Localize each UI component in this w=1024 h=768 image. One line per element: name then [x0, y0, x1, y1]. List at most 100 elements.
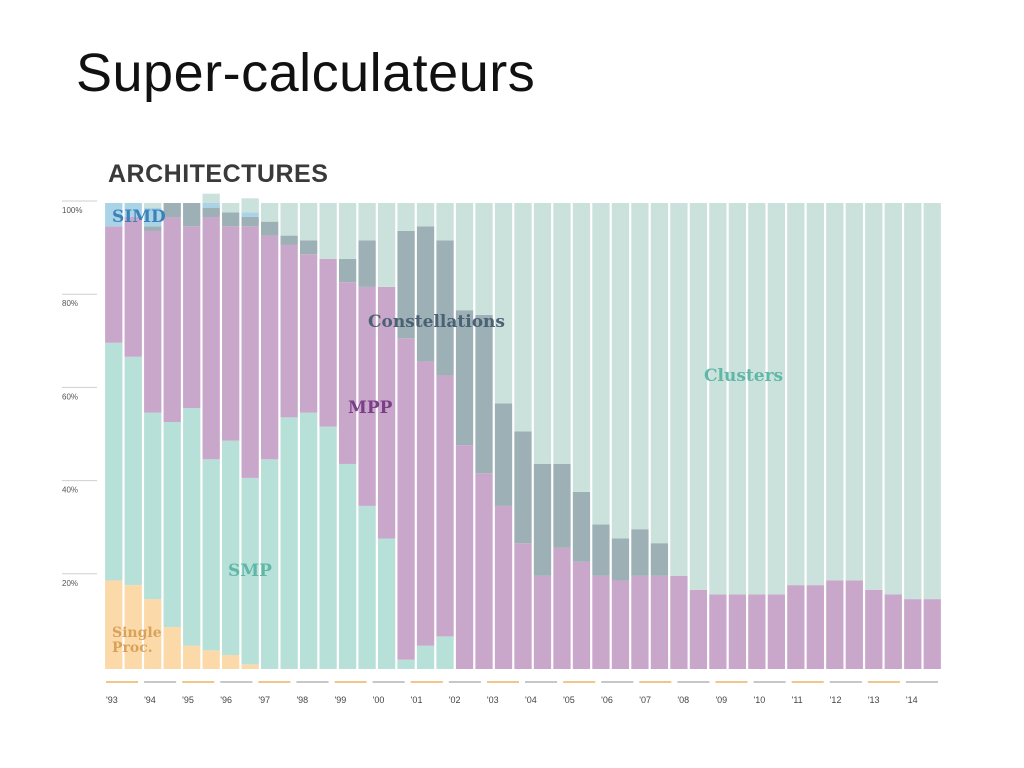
bar-segment-constellations	[416, 226, 435, 362]
x-tick-label: '12	[830, 695, 842, 705]
bar-segment-clusters	[884, 203, 902, 595]
bar-segment-mpp	[397, 338, 415, 660]
bar-segment-mpp	[748, 594, 766, 669]
bar-segment-single-proc-	[163, 627, 181, 669]
bar-segment-mpp	[436, 375, 454, 637]
bar-segment-clusters	[709, 203, 727, 595]
x-tick-label: '06	[601, 695, 613, 705]
bar-segment-clusters	[845, 203, 863, 581]
bar-segment-mpp	[416, 361, 435, 646]
x-tick-label: '94	[144, 695, 156, 705]
bar-segment-smp	[144, 412, 162, 600]
bar-segment-mpp	[475, 473, 493, 669]
bar-segment-smp	[124, 356, 142, 586]
bar-segment-mpp	[183, 226, 201, 409]
bar-segment-constellations	[338, 258, 357, 283]
bar-segment-mpp	[767, 594, 785, 669]
bar-segment-clusters	[923, 203, 941, 600]
stacked-bars	[105, 193, 941, 669]
series-labels: Single Proc. SMP MPP Constellations SIMD Clust…	[112, 207, 783, 656]
series-label-simd: SIMD	[112, 207, 166, 227]
bar-segment-clusters	[572, 203, 591, 492]
x-tick-label: '07	[639, 695, 651, 705]
bar-segment-mpp	[884, 594, 902, 669]
bar-segment-smp	[183, 408, 201, 646]
bar-segment-constellations	[455, 310, 474, 446]
x-tick-label: '95	[182, 695, 194, 705]
bar-segment-smp	[358, 505, 376, 669]
x-tick-label: '98	[296, 695, 308, 705]
x-tick-label: '01	[411, 695, 423, 705]
bar-segment-constellations	[611, 538, 630, 581]
bar-segment-clusters	[904, 203, 922, 600]
bar-segment-constellations	[280, 235, 298, 245]
x-tick-label: '03	[487, 695, 499, 705]
bar-segment-clusters	[358, 203, 376, 241]
bar-segment-clusters	[280, 203, 298, 236]
bar-segment-constellations	[494, 403, 513, 506]
bar-segment-smp	[241, 477, 259, 665]
bar-segment-mpp	[319, 258, 337, 427]
bar-segment-mpp	[144, 230, 162, 413]
bar-segment-constellations	[572, 491, 591, 562]
bar-segment-mpp	[787, 585, 805, 669]
bar-segment-constellations	[358, 240, 376, 287]
series-label-smp: SMP	[228, 561, 272, 581]
bar-segment-mpp	[358, 286, 376, 506]
bar-segment-single-proc-	[222, 655, 240, 669]
bar-segment-clusters	[144, 203, 162, 208]
x-tick-label: '99	[335, 695, 347, 705]
y-axis: 100% 80% 60% 40% 20%	[62, 200, 97, 588]
bar-segment-clusters	[631, 203, 649, 530]
bar-segment-mpp	[611, 580, 630, 669]
bar-segment-mpp	[923, 599, 941, 669]
bar-segment-clusters	[592, 203, 610, 525]
bar-segment-mpp	[533, 575, 552, 669]
y-tick-label: 60%	[62, 392, 78, 401]
x-tick-label: '00	[373, 695, 385, 705]
bar-segment-simd	[124, 203, 142, 217]
bar-segment-mpp	[553, 547, 571, 669]
bar-segment-mpp	[631, 575, 649, 669]
bar-segment-clusters	[299, 203, 318, 241]
x-axis: '93 '94 '95 '96 '97 '98 '99 '00 '01 '02 '03 '04 '05 '…	[106, 681, 938, 705]
x-tick-label: '96	[220, 695, 232, 705]
bar-segment-mpp	[709, 594, 727, 669]
bar-segment-constellations	[222, 212, 240, 227]
x-tick-label: '93	[106, 695, 118, 705]
bar-segment-single-proc-	[144, 599, 162, 669]
bar-segment-mpp	[105, 226, 123, 343]
bar-segment-clusters	[670, 203, 688, 576]
bar-segment-mpp	[689, 589, 708, 669]
bar-segment-mpp	[261, 235, 279, 460]
bar-segment-smp	[105, 342, 123, 581]
bar-segment-mpp	[728, 594, 747, 669]
bar-segment-mpp	[904, 599, 922, 669]
bar-segment-mpp	[494, 505, 513, 669]
bar-segment-clusters	[222, 203, 240, 213]
bar-segment-clusters	[533, 203, 552, 464]
bar-segment-clusters	[455, 203, 474, 311]
bar-segment-mpp	[650, 575, 669, 669]
series-label-mpp: MPP	[348, 398, 393, 418]
bar-segment-clusters	[865, 203, 883, 590]
bar-segment-mpp	[202, 216, 220, 460]
bar-segment-constellations	[299, 240, 318, 255]
bar-segment-constellations	[163, 203, 181, 217]
bar-segment-clusters	[338, 203, 357, 259]
bar-segment-simd	[144, 207, 162, 227]
bar-segment-clusters	[377, 203, 396, 287]
chart-title: ARCHITECTURES	[108, 160, 329, 188]
bar-segment-constellations	[241, 216, 259, 227]
bar-segment-constellations	[397, 230, 415, 339]
slide-title: Super-calculateurs	[76, 43, 536, 103]
bar-segment-smp	[436, 636, 454, 669]
bar-segment-mpp	[124, 216, 142, 357]
bar-segment-constellations	[631, 529, 649, 576]
bar-segment-constellations	[514, 431, 532, 544]
x-tick-label: '04	[525, 695, 537, 705]
bar-segment-constellations	[533, 463, 552, 576]
bar-segment-mpp	[338, 282, 357, 464]
bar-segment-mpp	[865, 589, 883, 669]
bar-segment-single-proc-	[183, 645, 201, 669]
